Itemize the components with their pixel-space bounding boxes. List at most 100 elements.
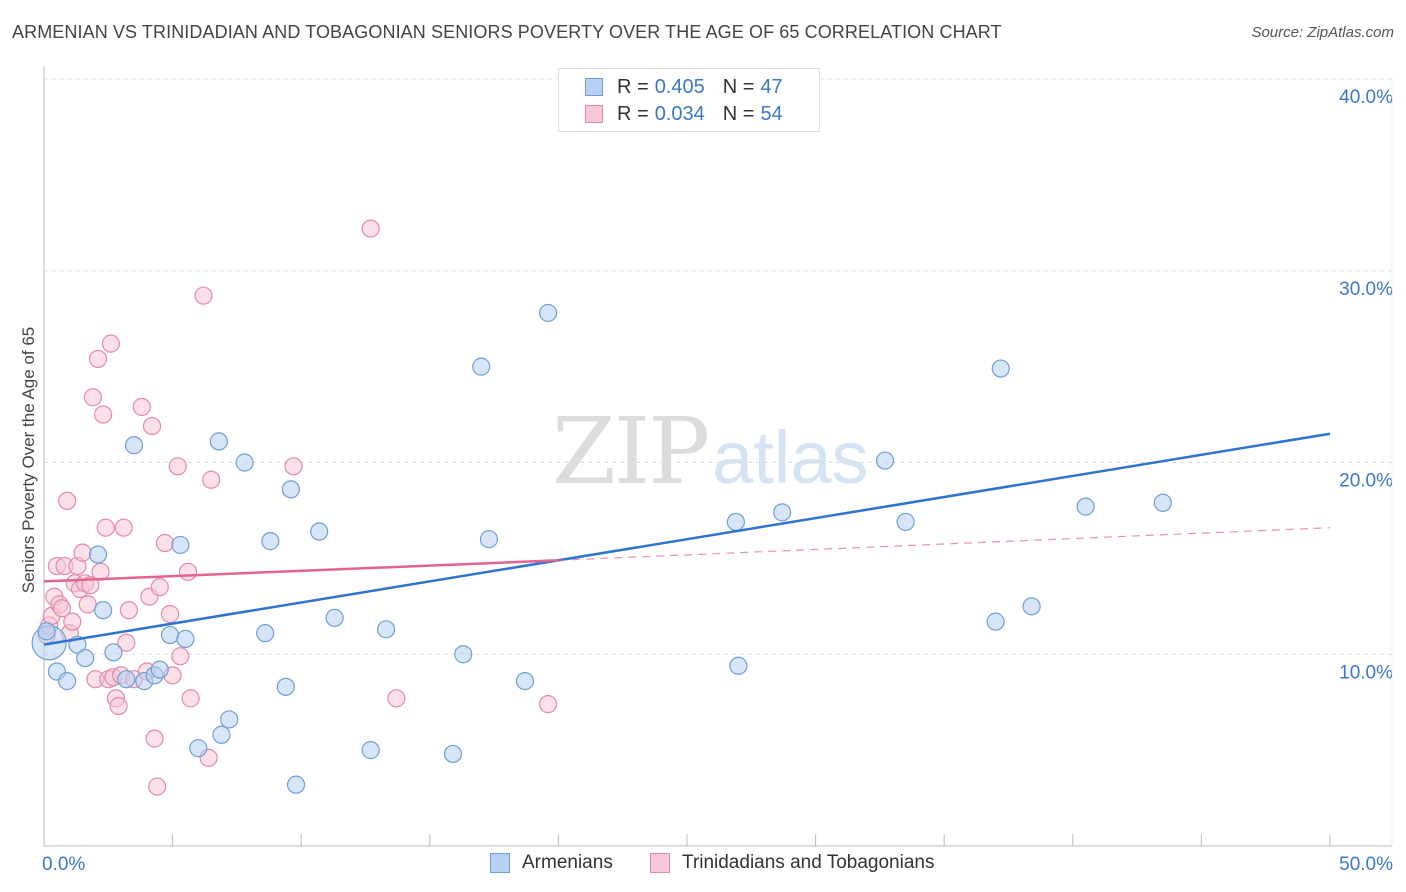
legend-n-label: N = xyxy=(722,102,755,125)
legend-n-value: 47 xyxy=(760,75,783,98)
armenian-point xyxy=(104,643,123,662)
armenian-point xyxy=(58,671,77,691)
trinidadian-point xyxy=(171,647,190,666)
x-tick-label: 0.0% xyxy=(42,854,85,875)
armenian-point xyxy=(88,545,108,564)
x-tick-label: 50.0% xyxy=(1339,854,1393,875)
trinidadian-point xyxy=(539,695,558,714)
armenian-point xyxy=(443,744,463,764)
armenian-point xyxy=(310,522,329,541)
trinidadian-point xyxy=(83,388,102,407)
trinidadian-point xyxy=(194,286,213,305)
armenian-point xyxy=(875,451,895,470)
chart-title: ARMENIAN VS TRINIDADIAN AND TOBAGONIAN S… xyxy=(12,22,1002,42)
armenian-point xyxy=(94,601,113,620)
armenian-point xyxy=(515,671,535,691)
armenian-point xyxy=(325,608,344,627)
y-tick-label: 10.0% xyxy=(1339,662,1393,683)
armenian-point xyxy=(472,357,491,376)
armenian-point xyxy=(189,739,208,758)
legend-n-label: N = xyxy=(722,75,755,98)
armenian-point xyxy=(376,620,396,639)
legend-swatch-armenians xyxy=(585,78,603,96)
armenian-point xyxy=(117,670,136,689)
legend-r-value: 0.034 xyxy=(654,102,705,125)
trinidadian-point xyxy=(202,470,221,489)
trinidadian-point xyxy=(94,405,113,424)
armenian-point xyxy=(176,629,195,649)
trinidadian-point xyxy=(150,578,169,597)
trinidadian-point xyxy=(96,518,115,537)
trinidadian-point xyxy=(284,457,303,476)
armenian-point xyxy=(220,710,239,729)
armenian-point xyxy=(171,535,190,555)
trinidadian-point xyxy=(361,219,380,238)
trinidadian-point xyxy=(117,633,136,652)
armenian-point xyxy=(479,530,499,549)
trinidadian-point xyxy=(52,599,72,618)
legend-swatch-trinidadians xyxy=(585,105,603,123)
armenian-point xyxy=(281,480,301,499)
y-tick-label: 40.0% xyxy=(1339,87,1393,108)
trinidadian-point xyxy=(168,457,187,476)
trinidadian-point xyxy=(145,729,164,748)
armenian-point xyxy=(729,656,748,675)
trinidadian-point xyxy=(178,562,198,581)
bottom-legend-label-armenians: Armenians xyxy=(522,852,613,873)
armenian-point xyxy=(150,660,169,679)
bottom-legend-swatch-armenians xyxy=(490,853,510,873)
trinidadian-point xyxy=(148,777,167,796)
armenian-point xyxy=(286,775,306,794)
armenian-point xyxy=(160,625,180,645)
y-tick-label: 30.0% xyxy=(1339,279,1393,300)
armenian-point xyxy=(896,512,915,532)
legend-r-label: R = xyxy=(617,102,649,125)
trinidadian-point xyxy=(88,349,108,369)
y-axis-label: Seniors Poverty Over the Age of 65 xyxy=(19,326,38,594)
armenian-point xyxy=(773,503,792,522)
armenian-point xyxy=(235,453,254,472)
trinidadian-trend-extension xyxy=(558,527,1331,561)
bottom-legend-armenians: Armenians xyxy=(490,852,613,874)
correlation-legend: R = 0.405 N = 47 R = 0.034 N = 54 xyxy=(558,68,820,132)
trinidadian-point xyxy=(160,604,180,624)
trinidadian-point xyxy=(132,397,151,416)
trinidadian-point xyxy=(58,491,77,510)
source-label: Source: ZipAtlas.com xyxy=(1251,24,1394,41)
trinidadian-point xyxy=(73,543,92,562)
bottom-legend-trinidadians: Trinidadians and Tobagonians xyxy=(650,852,934,874)
armenian-point xyxy=(361,741,380,760)
armenian-point xyxy=(1153,493,1172,512)
armenian-point xyxy=(986,612,1005,631)
trinidadian-point xyxy=(387,689,406,708)
trinidadian-trend-line xyxy=(43,559,559,583)
legend-r-label: R = xyxy=(617,75,649,98)
y-axis-label-wrap: Seniors Poverty Over the Age of 65 xyxy=(14,300,44,620)
armenian-point xyxy=(276,677,295,696)
armenian-point xyxy=(726,512,745,532)
legend-row-armenians: R = 0.405 N = 47 xyxy=(585,75,783,99)
armenian-point xyxy=(256,624,275,643)
armenian-point xyxy=(261,532,280,551)
trinidadian-point xyxy=(81,576,100,595)
trinidadian-point xyxy=(142,416,162,436)
armenian-point xyxy=(1022,597,1041,616)
legend-n-value: 54 xyxy=(760,102,783,125)
trinidadian-point xyxy=(119,601,138,620)
legend-r-value: 0.405 xyxy=(654,75,705,98)
trinidadian-point xyxy=(181,689,200,708)
trinidadian-point xyxy=(63,612,82,631)
trinidadian-point xyxy=(114,518,133,537)
armenian-trend-line xyxy=(43,432,1331,646)
trinidadian-point xyxy=(101,334,120,353)
armenian-point xyxy=(454,645,473,664)
trinidadian-point xyxy=(109,696,128,716)
trinidadian-point xyxy=(155,533,174,553)
armenian-point xyxy=(209,432,228,451)
armenian-point xyxy=(1076,497,1095,516)
armenian-point xyxy=(124,436,144,455)
armenian-point xyxy=(991,359,1010,378)
armenian-point xyxy=(76,648,95,668)
armenian-point xyxy=(37,622,56,641)
